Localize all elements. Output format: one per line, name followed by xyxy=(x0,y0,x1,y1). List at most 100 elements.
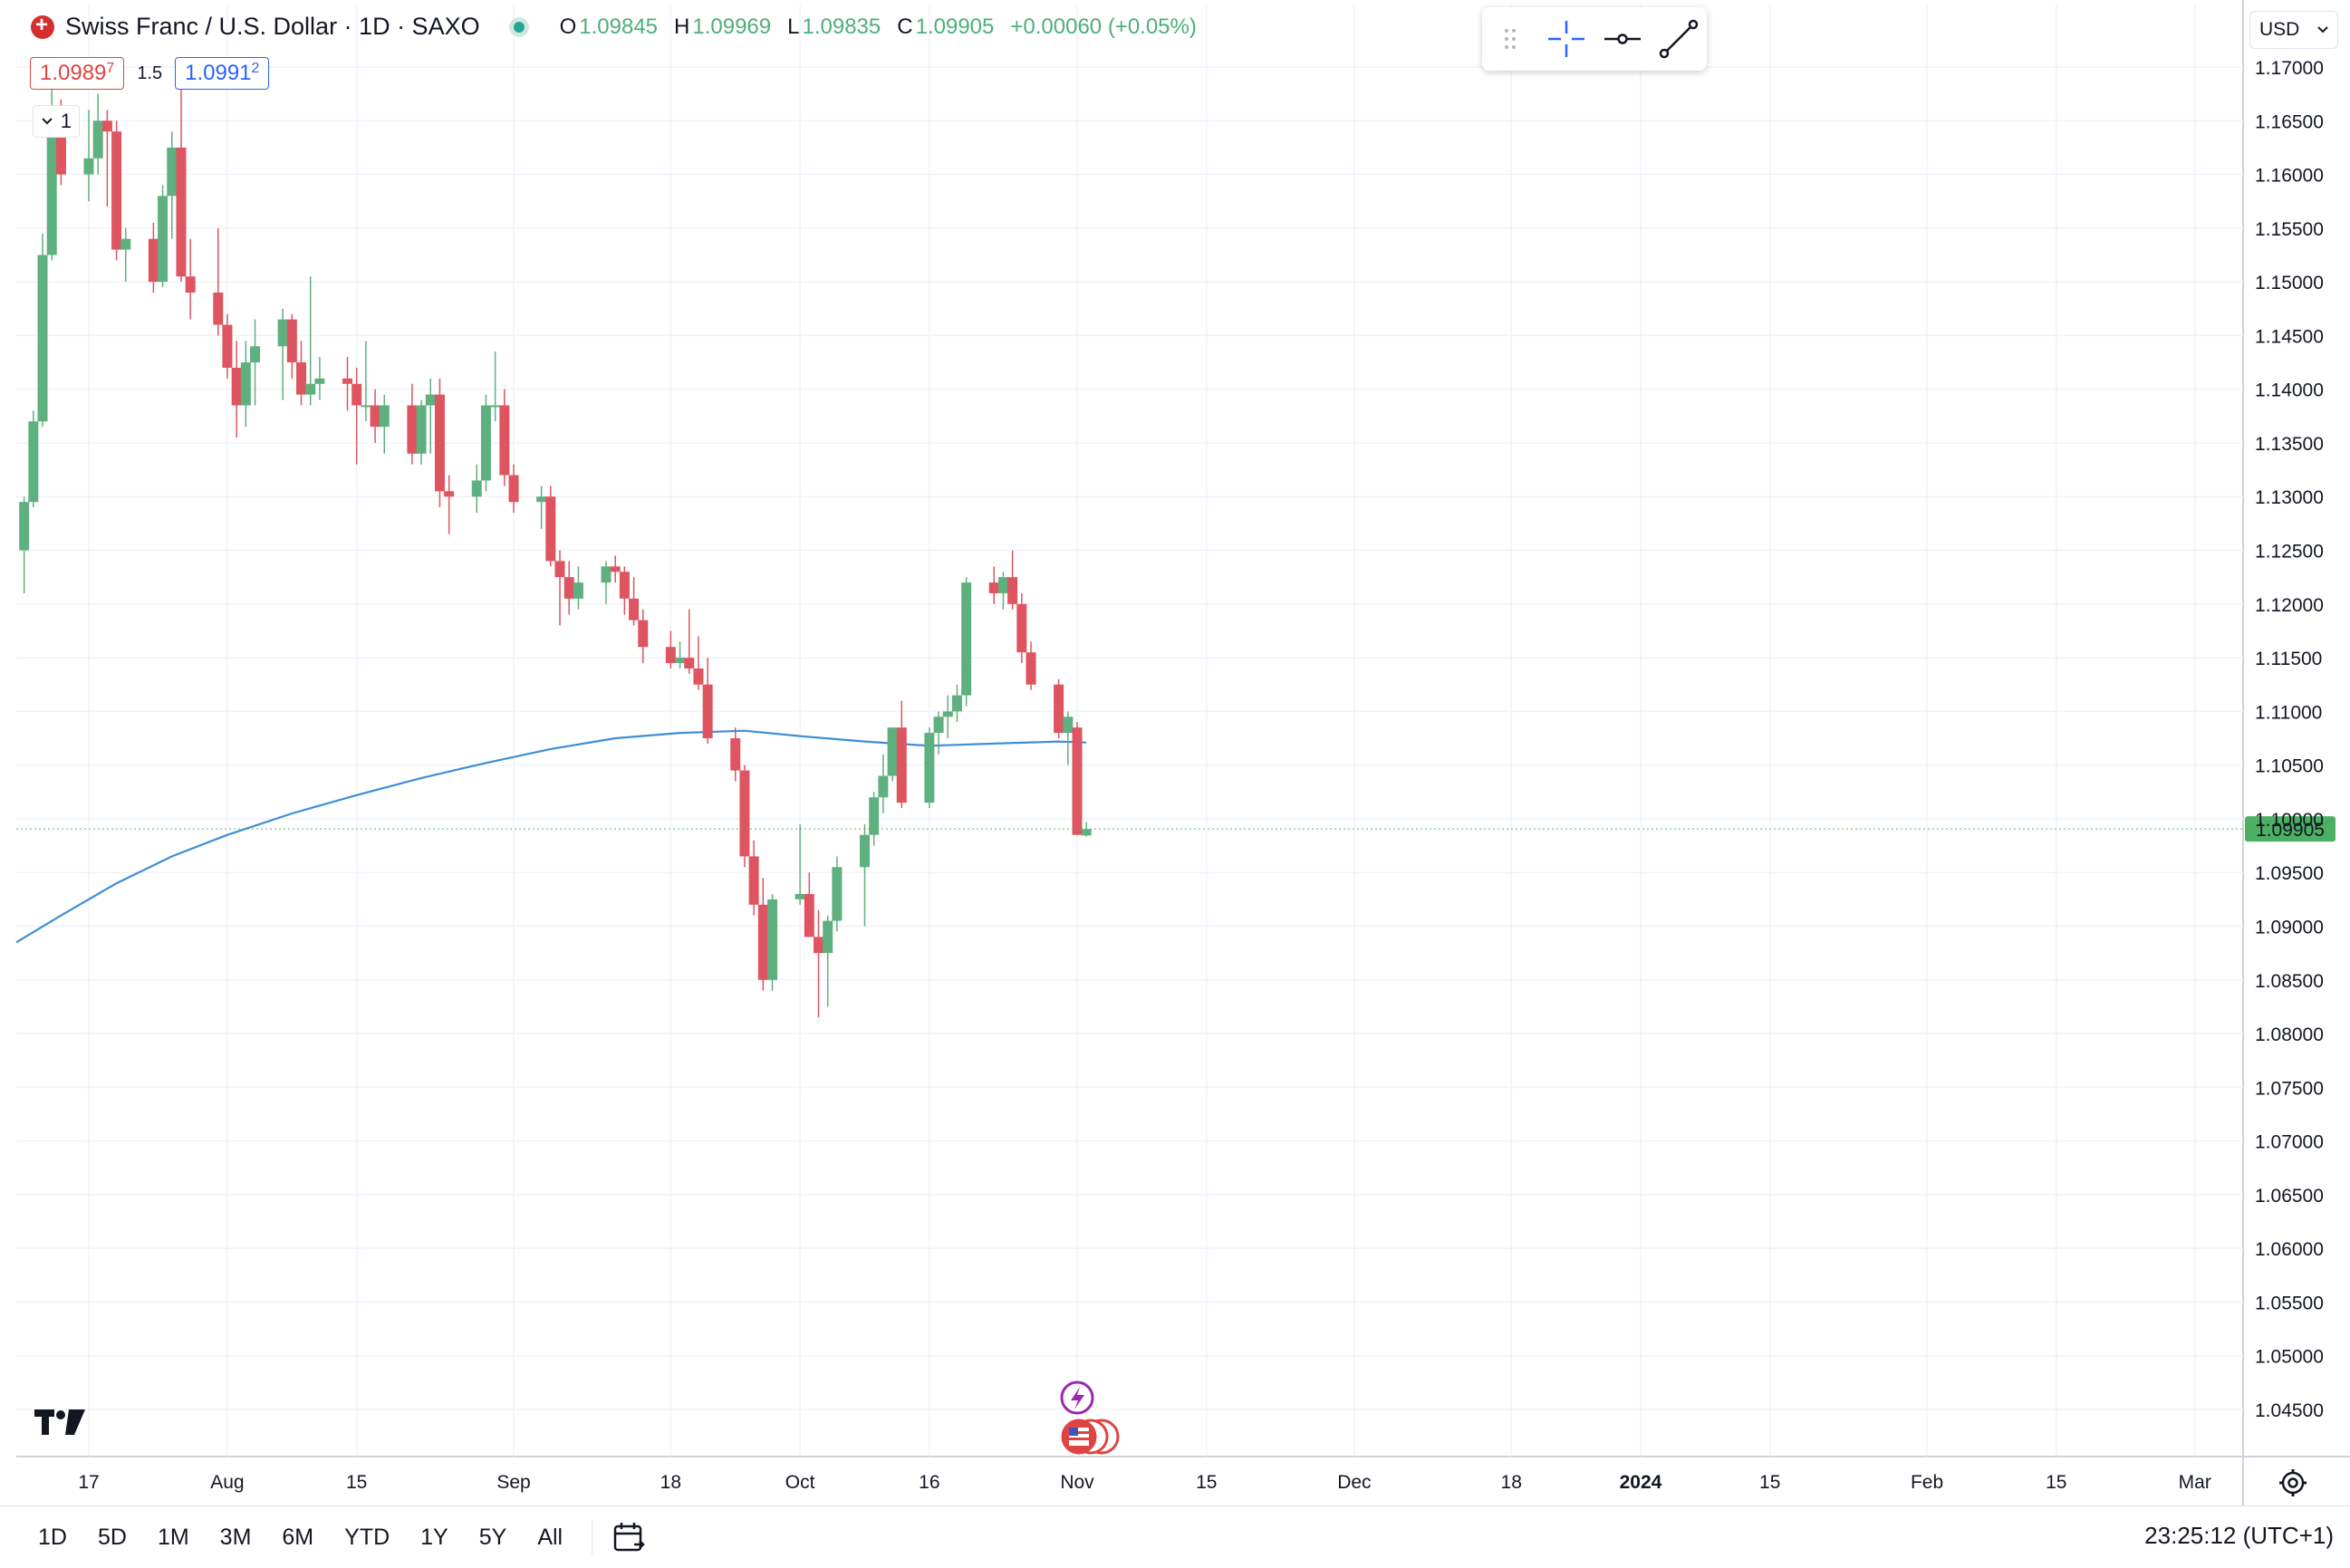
lightning-event-icon[interactable] xyxy=(1060,1380,1094,1415)
candle xyxy=(1054,678,1064,738)
candle xyxy=(629,577,640,626)
candle-body xyxy=(508,475,519,503)
price-tick-label: 1.10000 xyxy=(2255,810,2324,831)
candle-body xyxy=(148,238,159,283)
candle xyxy=(240,341,251,428)
drawing-toolbar xyxy=(1482,7,1707,71)
candle-body xyxy=(471,480,482,497)
price-tick-label: 1.07500 xyxy=(2255,1078,2324,1099)
price-tick-label: 1.06000 xyxy=(2255,1239,2324,1260)
crosshair-icon[interactable] xyxy=(1542,14,1591,63)
candle-body xyxy=(942,711,953,717)
candle-body xyxy=(158,196,169,283)
last-price-label-bg xyxy=(2245,816,2336,842)
range-button-3m[interactable]: 3M xyxy=(219,1524,252,1550)
range-button-6m[interactable]: 6M xyxy=(282,1524,314,1550)
candle xyxy=(379,394,390,454)
candle-body xyxy=(988,582,999,593)
candle xyxy=(444,475,455,534)
candle xyxy=(730,727,741,782)
range-button-5y[interactable]: 5Y xyxy=(478,1524,507,1550)
time-tick-label: Dec xyxy=(1337,1472,1371,1493)
ohlc-open: O 1.09845 xyxy=(559,14,659,39)
drag-handle-icon[interactable] xyxy=(1486,14,1535,63)
ohlc-close: C 1.09905 xyxy=(897,14,995,39)
candle xyxy=(638,609,649,664)
candle-body xyxy=(55,120,66,175)
candle-body xyxy=(120,238,131,250)
candle xyxy=(342,357,352,411)
candle-body xyxy=(887,727,898,776)
candle-body xyxy=(573,582,583,599)
candle xyxy=(352,367,362,465)
candle-body xyxy=(296,362,307,395)
candle-body xyxy=(434,394,445,492)
candle xyxy=(213,227,224,336)
quantity-value: 1 xyxy=(60,110,72,132)
candle-body xyxy=(795,893,805,899)
candle-body xyxy=(176,147,187,277)
candle-body xyxy=(563,577,574,599)
candle-body xyxy=(684,658,695,669)
range-button-all[interactable]: All xyxy=(537,1524,563,1550)
horizontal-ray-icon[interactable] xyxy=(1598,14,1647,63)
quantity-selector[interactable]: 1 xyxy=(33,105,80,138)
sell-button[interactable]: 1.09897 xyxy=(30,57,125,90)
candle-body xyxy=(305,383,316,395)
candle-body xyxy=(379,405,390,428)
candle xyxy=(101,110,112,207)
candle-body xyxy=(425,394,436,406)
candle xyxy=(407,383,418,465)
price-tick-label: 1.14000 xyxy=(2255,380,2324,401)
range-button-1y[interactable]: 1Y xyxy=(420,1524,448,1550)
time-tick-label: Nov xyxy=(1060,1472,1094,1493)
candle xyxy=(92,93,103,175)
market-status-icon[interactable] xyxy=(508,16,529,37)
candle-body xyxy=(859,834,870,868)
buy-button[interactable]: 1.09912 xyxy=(175,57,270,90)
candles-layer xyxy=(19,88,1092,1018)
candle xyxy=(665,630,676,669)
candle xyxy=(823,915,833,1007)
candle xyxy=(554,550,565,626)
ohlc-change: +0.00060 (+0.05%) xyxy=(1010,14,1197,39)
candle xyxy=(120,227,131,283)
candle-body xyxy=(693,668,704,685)
price-tick-label: 1.11500 xyxy=(2255,649,2322,669)
price-tick-label: 1.11000 xyxy=(2255,702,2322,723)
symbol-title[interactable]: Swiss Franc / U.S. Dollar · 1D · SAXO xyxy=(65,13,480,40)
candle-body xyxy=(675,658,686,664)
candle-body xyxy=(767,899,778,980)
candle-body xyxy=(28,421,39,503)
settings-gear-icon[interactable] xyxy=(2278,1467,2308,1503)
candle-body xyxy=(37,255,48,422)
range-button-1m[interactable]: 1M xyxy=(157,1524,189,1550)
candle-body xyxy=(1063,717,1074,734)
tradingview-logo-icon[interactable] xyxy=(34,1409,85,1441)
range-button-ytd[interactable]: YTD xyxy=(344,1524,390,1550)
candle xyxy=(619,566,630,615)
candle-body xyxy=(702,684,713,738)
candle xyxy=(83,110,94,202)
candle xyxy=(942,695,953,738)
candle xyxy=(675,641,686,669)
price-tick-label: 1.17000 xyxy=(2255,58,2324,79)
candle xyxy=(1007,550,1018,610)
candle xyxy=(601,561,612,604)
clock-timezone[interactable]: 23:25:12 (UTC+1) xyxy=(2144,1522,2334,1549)
price-tick-label: 1.15500 xyxy=(2255,219,2324,240)
candle-body xyxy=(1054,684,1064,734)
range-button-5d[interactable]: 5D xyxy=(97,1524,127,1550)
candle xyxy=(499,389,510,486)
price-tick-label: 1.06500 xyxy=(2255,1186,2324,1207)
trend-line-icon[interactable] xyxy=(1654,14,1703,63)
time-tick-label: Feb xyxy=(1911,1472,1943,1493)
range-button-1d[interactable]: 1D xyxy=(38,1524,67,1550)
us-flag-event-icon[interactable] xyxy=(1061,1419,1120,1455)
candle xyxy=(795,823,805,905)
calendar-icon[interactable] xyxy=(611,1519,647,1555)
currency-selector[interactable]: USD xyxy=(2249,11,2338,49)
candle-body xyxy=(1081,829,1092,836)
candle xyxy=(425,378,436,454)
